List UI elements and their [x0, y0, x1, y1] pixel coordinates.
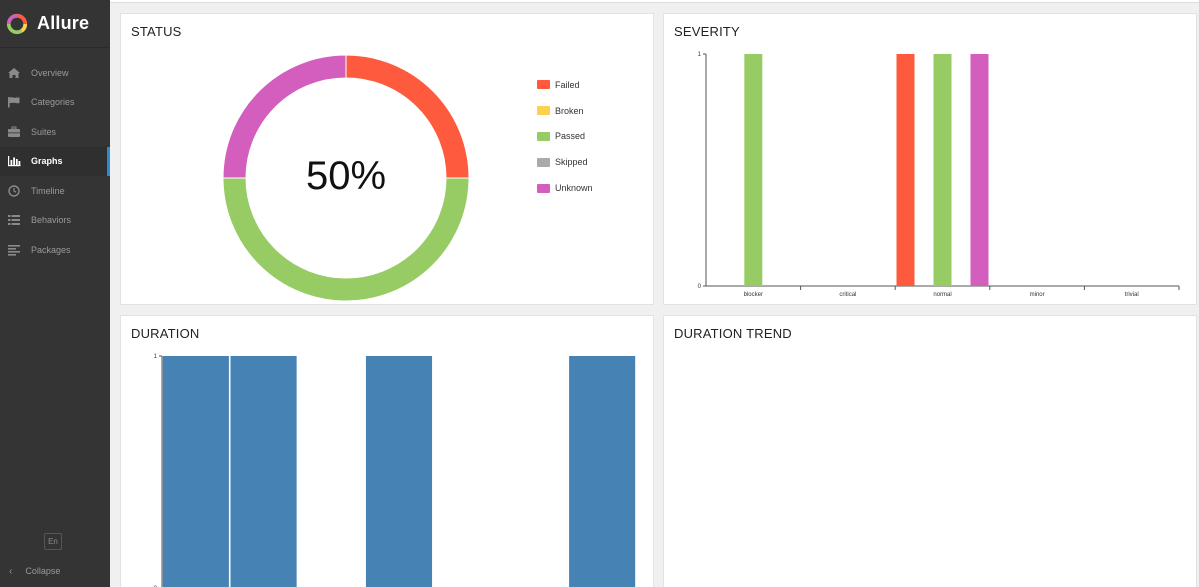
severity-bar-normal-failed[interactable] [896, 54, 915, 286]
sidebar-item-timeline[interactable]: Timeline [0, 176, 110, 206]
home-icon [7, 67, 21, 79]
bar-chart-icon [7, 155, 21, 167]
legend-item-broken[interactable]: Broken [537, 98, 593, 124]
legend-item-unknown[interactable]: Unknown [537, 175, 593, 201]
duration-histogram: 01 [154, 354, 636, 587]
sidebar-item-suites[interactable]: Suites [0, 117, 110, 147]
collapse-label: Collapse [25, 566, 61, 576]
sidebar-item-label: Behaviors [31, 215, 72, 226]
sidebar-item-label: Categories [31, 97, 75, 108]
brand[interactable]: Allure [0, 0, 110, 48]
sidebar: Allure Overview Categories Suites [0, 0, 110, 587]
chevron-left-icon: ‹ [9, 565, 13, 577]
sidebar-item-packages[interactable]: Packages [0, 235, 110, 265]
legend-swatch [537, 80, 550, 90]
widget-title: STATUS [131, 24, 182, 39]
y-tick-label: 1 [698, 52, 702, 58]
x-tick-label: critical [839, 292, 856, 298]
legend-swatch [537, 183, 550, 193]
status-legend: Failed Broken Passed Skipped Unknown [537, 72, 593, 201]
severity-widget: SEVERITY 0 1 blocker critical normal minor tri… [663, 13, 1197, 305]
top-bar [110, 0, 1199, 3]
donut-slice-unknown[interactable] [222, 54, 347, 179]
legend-label: Skipped [555, 157, 588, 168]
sidebar-nav: Overview Categories Suites Graphs [0, 58, 110, 265]
duration-widget: DURATION 01 [120, 315, 654, 587]
severity-bar-blocker-passed[interactable] [744, 54, 763, 286]
legend-swatch [537, 157, 550, 167]
duration-bar[interactable] [162, 356, 229, 587]
legend-swatch [537, 106, 550, 116]
severity-bar-normal-passed[interactable] [933, 54, 952, 286]
duration-bar[interactable] [230, 356, 297, 587]
duration-bar[interactable] [569, 356, 636, 587]
x-tick-label: trivial [1125, 292, 1139, 298]
widget-title: SEVERITY [674, 24, 740, 39]
legend-label: Failed [555, 79, 580, 90]
status-donut-chart [222, 54, 470, 302]
status-widget: STATUS 50% Failed Broken Passed Skipped Unkn… [120, 13, 654, 305]
align-left-icon [7, 244, 21, 256]
sidebar-item-categories[interactable]: Categories [0, 88, 110, 118]
severity-bar-chart: 0 1 blocker critical normal minor trivial [698, 52, 1180, 298]
sidebar-item-graphs[interactable]: Graphs [0, 146, 110, 176]
legend-label: Passed [555, 131, 586, 142]
flag-icon [7, 96, 21, 108]
duration-bar[interactable] [365, 356, 433, 587]
y-tick-label: 0 [698, 284, 702, 290]
sidebar-item-label: Overview [31, 67, 69, 78]
legend-item-passed[interactable]: Passed [537, 124, 593, 150]
brand-name: Allure [37, 13, 90, 33]
sidebar-item-label: Graphs [31, 156, 63, 167]
legend-label: Unknown [555, 183, 593, 194]
x-tick-label: minor [1030, 292, 1045, 298]
widget-title: DURATION [131, 326, 200, 341]
sidebar-item-label: Timeline [31, 185, 65, 196]
severity-bar-normal-unknown[interactable] [970, 54, 989, 286]
sidebar-item-label: Packages [31, 244, 71, 255]
y-tick-label: 1 [154, 354, 158, 360]
collapse-button[interactable]: ‹ Collapse [0, 555, 110, 587]
duration-trend-widget: DURATION TREND [663, 315, 1197, 587]
x-tick-label: normal [933, 292, 951, 298]
list-icon [7, 214, 21, 226]
allure-logo-icon [6, 13, 28, 34]
legend-item-failed[interactable]: Failed [537, 72, 593, 98]
briefcase-icon [7, 126, 21, 138]
sidebar-item-label: Suites [31, 126, 57, 137]
legend-item-skipped[interactable]: Skipped [537, 149, 593, 175]
sidebar-item-behaviors[interactable]: Behaviors [0, 206, 110, 236]
widget-title: DURATION TREND [674, 326, 792, 341]
language-button[interactable]: En [44, 533, 62, 550]
legend-label: Broken [555, 105, 584, 116]
x-tick-label: blocker [744, 292, 763, 298]
donut-center-percent: 50% [305, 154, 387, 198]
clock-icon [7, 185, 21, 197]
legend-swatch [537, 131, 550, 141]
sidebar-item-overview[interactable]: Overview [0, 58, 110, 88]
